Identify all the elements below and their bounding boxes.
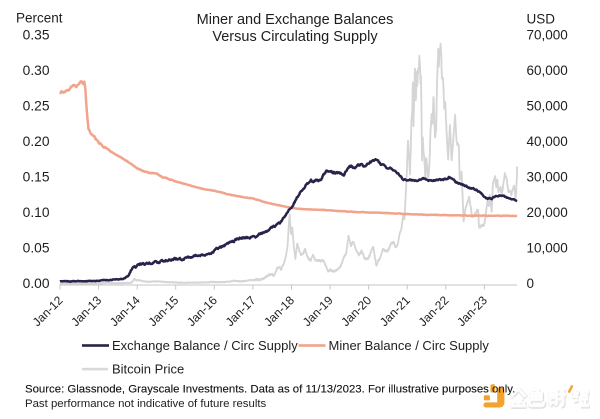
svg-text:Past performance not indicativ: Past performance not indicative of futur…	[25, 398, 267, 410]
svg-text:Source: Glassnode, Grayscale I: Source: Glassnode, Grayscale Investments…	[25, 384, 515, 396]
svg-text:0.15: 0.15	[23, 169, 50, 184]
svg-text:0.05: 0.05	[23, 240, 50, 255]
svg-text:70,000: 70,000	[527, 27, 568, 42]
svg-text:0.20: 0.20	[23, 134, 50, 149]
svg-text:Bitcoin Price: Bitcoin Price	[112, 362, 184, 377]
svg-text:40,000: 40,000	[527, 134, 568, 149]
svg-text:Source: Glassnode, Grayscale I: Source: Glassnode, Grayscale Investments…	[25, 384, 515, 396]
svg-text:Versus Circulating Supply: Versus Circulating Supply	[212, 29, 378, 45]
svg-text:Exchange Balance / Circ Supply: Exchange Balance / Circ Supply	[112, 338, 298, 353]
svg-text:0.00: 0.00	[23, 276, 50, 291]
svg-text:30,000: 30,000	[527, 169, 568, 184]
svg-text:Percent: Percent	[16, 11, 63, 26]
svg-text:50,000: 50,000	[527, 98, 568, 113]
svg-text:Miner Balance / Circ Supply: Miner Balance / Circ Supply	[329, 338, 490, 353]
svg-text:10,000: 10,000	[527, 240, 568, 255]
svg-text:60,000: 60,000	[527, 63, 568, 78]
svg-text:0: 0	[527, 276, 535, 291]
svg-text:20,000: 20,000	[527, 205, 568, 220]
svg-text:0.25: 0.25	[23, 98, 50, 113]
svg-text:Miner and Exchange Balances: Miner and Exchange Balances	[197, 12, 394, 28]
svg-text:0.10: 0.10	[23, 205, 50, 220]
svg-text:0.30: 0.30	[23, 63, 50, 78]
svg-text:0.35: 0.35	[23, 27, 50, 42]
svg-text:USD: USD	[527, 12, 556, 27]
